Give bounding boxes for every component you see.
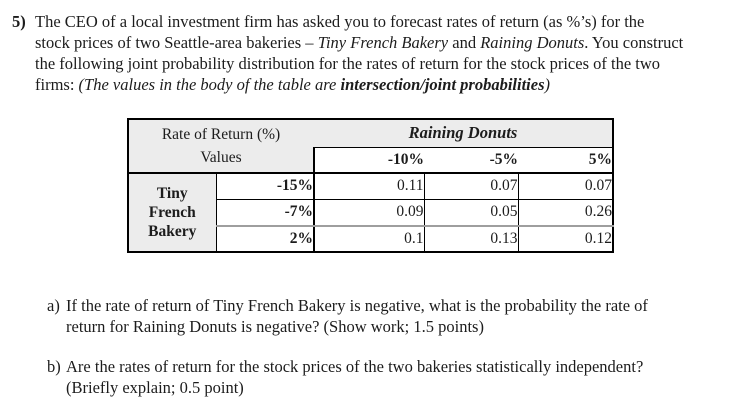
statement-text: stock prices of two Seattle-area bakerie… bbox=[35, 33, 318, 52]
statement-text: the following joint probability distribu… bbox=[35, 54, 661, 73]
joint-prob-cell: 0.07 bbox=[423, 173, 518, 200]
table-row: Tiny French Bakery -15% 0.11 0.07 0.07 bbox=[128, 173, 613, 252]
row-header-neg15: -15% bbox=[216, 173, 315, 200]
question-b-line-2: (Briefly explain; 0.5 point) bbox=[47, 377, 747, 398]
joint-prob-cell: 0.12 bbox=[517, 226, 613, 252]
statement-text: firms: bbox=[35, 75, 79, 94]
question-b-line-1: b) Are the rates of return for the stock … bbox=[47, 356, 747, 377]
table-row: -7% 0.09 0.05 0.26 bbox=[128, 199, 613, 227]
question-a-text: return for Raining Donuts is negative? (… bbox=[66, 317, 484, 336]
question-a-label: a) bbox=[47, 296, 60, 315]
statement-text: The CEO of a local investment firm has a… bbox=[35, 12, 645, 31]
bakery-name-tiny-french: Tiny French Bakery bbox=[317, 33, 449, 52]
row-group-header-tiny-french-bakery: Tiny French Bakery bbox=[128, 173, 217, 252]
problem-number: 5) bbox=[12, 12, 26, 31]
row-header-neg7: -7% bbox=[216, 199, 315, 227]
question-a-text: If the rate of return of Tiny French Bak… bbox=[66, 296, 648, 315]
question-b-label: b) bbox=[47, 357, 61, 376]
corner-header-line-1: Rate of Return (%) bbox=[161, 126, 281, 143]
joint-prob-cell: 0.1 bbox=[404, 230, 424, 247]
joint-probabilities-emphasis: intersection/joint probabilities bbox=[340, 75, 545, 94]
problem-statement: 5) The CEO of a local investment firm has… bbox=[12, 11, 742, 95]
joint-prob-cell: 0.09 bbox=[314, 199, 424, 227]
row-group-header-line-2: French bbox=[148, 204, 196, 221]
corner-header-cell: Rate of Return (%) Values bbox=[128, 119, 314, 174]
statement-text: . You construct bbox=[584, 33, 684, 52]
joint-prob-cell: 0.07 bbox=[517, 173, 613, 200]
parenthetical-close: ) bbox=[544, 75, 551, 94]
question-b-text: (Briefly explain; 0.5 point) bbox=[66, 378, 244, 397]
statement-text: and bbox=[448, 33, 481, 52]
row-header-pos2: 2% bbox=[216, 226, 315, 252]
table-row: -10% -5% 5% bbox=[128, 147, 613, 174]
question-a-line-1: a) If the rate of return of Tiny French B… bbox=[47, 295, 747, 316]
joint-prob-cell: 0.11 bbox=[314, 173, 424, 200]
column-header-pos5: 5% bbox=[518, 147, 613, 174]
column-header-neg5: -5% bbox=[424, 147, 518, 174]
row-group-header-line-3: Bakery bbox=[148, 223, 197, 240]
joint-prob-cell: 0.26 bbox=[517, 199, 613, 227]
corner-header-line-2: Values bbox=[200, 149, 242, 166]
joint-prob-cell: 0.05 bbox=[423, 199, 518, 227]
table-row: 2% 0.1 0.13 0.12 bbox=[128, 226, 613, 252]
problem-statement-line-1: 5) The CEO of a local investment firm has… bbox=[12, 11, 742, 32]
row-group-header-line-1: Tiny bbox=[156, 185, 188, 202]
problem-statement-line-4: firms: (The values in the body of the ta… bbox=[12, 74, 742, 95]
joint-prob-cell: 0.13 bbox=[423, 226, 518, 252]
parenthetical-note: (The values in the body of the table are bbox=[78, 75, 341, 94]
joint-probability-table: Rate of Return (%) Values Raining Donuts… bbox=[127, 118, 614, 253]
column-header-neg10: -10% bbox=[313, 147, 424, 174]
question-b: b) Are the rates of return for the stock … bbox=[47, 356, 747, 398]
question-a-line-2: return for Raining Donuts is negative? (… bbox=[47, 316, 747, 337]
question-b-text: Are the rates of return for the stock pr… bbox=[66, 357, 644, 376]
column-group-header-raining-donuts: Raining Donuts bbox=[314, 119, 613, 148]
table-row: Rate of Return (%) Values Raining Donuts bbox=[128, 119, 613, 174]
problem-statement-line-3: the following joint probability distribu… bbox=[12, 53, 742, 74]
bakery-name-raining-donuts: Raining Donuts bbox=[480, 33, 585, 52]
question-a: a) If the rate of return of Tiny French B… bbox=[47, 295, 747, 337]
problem-statement-line-2: stock prices of two Seattle-area bakerie… bbox=[12, 32, 742, 53]
